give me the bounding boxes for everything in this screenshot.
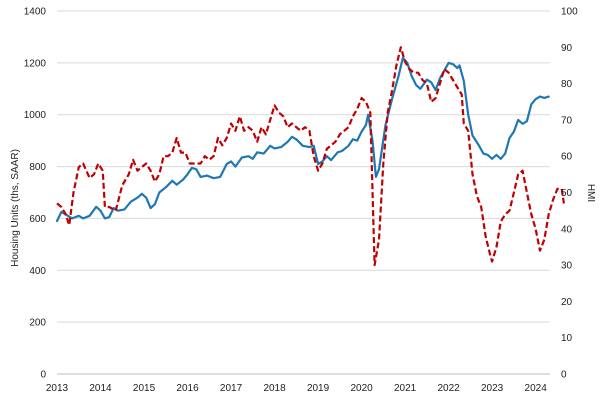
left-y-tick-label: 800 bbox=[29, 162, 46, 173]
left-y-tick-label: 1000 bbox=[24, 110, 47, 121]
housing-units-series-line bbox=[55, 56, 550, 223]
hmi-series-line bbox=[56, 46, 565, 267]
right-y-tick-label: 80 bbox=[561, 79, 573, 90]
y-axis-left-title: Housing Units (ths, SAAR) bbox=[10, 149, 21, 267]
left-y-tick-label: 200 bbox=[29, 318, 46, 329]
x-tick-label: 2015 bbox=[133, 383, 156, 394]
x-tick-label: 2023 bbox=[481, 383, 504, 394]
x-tick-label: 2024 bbox=[525, 383, 548, 394]
x-tick-label: 2020 bbox=[350, 383, 373, 394]
gridlines bbox=[57, 10, 550, 375]
x-tick-label: 2019 bbox=[307, 383, 330, 394]
right-y-tick-label: 30 bbox=[561, 261, 573, 272]
right-y-tick-label: 50 bbox=[561, 188, 573, 199]
x-tick-label: 2014 bbox=[89, 383, 112, 394]
right-y-tick-label: 60 bbox=[561, 152, 573, 163]
right-y-tick-label: 0 bbox=[561, 370, 567, 381]
series-lines bbox=[55, 46, 565, 267]
y-axis-right-title: HMI bbox=[585, 184, 596, 202]
left-y-tick-label: 1200 bbox=[24, 58, 47, 69]
left-y-tick-label: 1400 bbox=[24, 7, 47, 18]
left-y-axis-ticks: 0 200 400 600 800 1000 1200 1400 bbox=[24, 7, 47, 381]
x-tick-label: 2017 bbox=[220, 383, 243, 394]
right-y-axis-ticks: 0 10 20 30 40 50 60 70 80 90 100 bbox=[561, 7, 578, 381]
x-tick-label: 2021 bbox=[394, 383, 417, 394]
right-y-tick-label: 100 bbox=[561, 7, 578, 18]
right-y-tick-label: 70 bbox=[561, 115, 573, 126]
right-y-tick-label: 10 bbox=[561, 333, 573, 344]
left-y-tick-label: 400 bbox=[29, 266, 46, 277]
left-y-tick-label: 600 bbox=[29, 214, 46, 225]
x-axis-ticks: 2013 2014 2015 2016 2017 2018 2019 2020 2021 2022… bbox=[46, 383, 547, 394]
x-tick-label: 2022 bbox=[437, 383, 460, 394]
left-y-tick-label: 0 bbox=[40, 370, 46, 381]
x-tick-label: 2013 bbox=[46, 383, 69, 394]
x-tick-label: 2016 bbox=[176, 383, 199, 394]
right-y-tick-label: 20 bbox=[561, 297, 573, 308]
x-tick-label: 2018 bbox=[263, 383, 286, 394]
right-y-tick-label: 40 bbox=[561, 224, 573, 235]
right-y-tick-label: 90 bbox=[561, 43, 573, 54]
